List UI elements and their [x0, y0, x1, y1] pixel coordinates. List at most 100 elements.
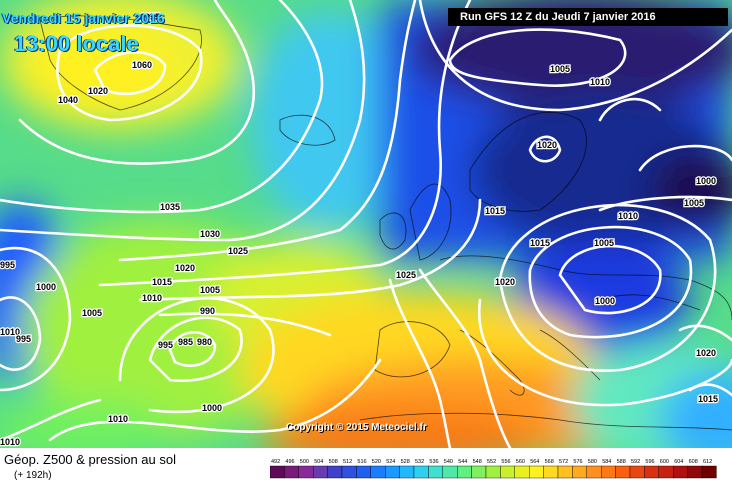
scale-tick-label: 600 — [660, 459, 669, 465]
scale-swatch — [327, 465, 343, 479]
isobar-label: 1005 — [594, 238, 614, 248]
scale-swatch — [270, 465, 285, 479]
scale-swatch — [529, 465, 544, 479]
isobar-label: 985 — [178, 337, 193, 347]
scale-swatch — [644, 465, 659, 479]
isobar-label: 1005 — [550, 64, 570, 74]
scale-swatch — [341, 465, 357, 479]
isobar-label: 1000 — [595, 296, 615, 306]
scale-swatch — [514, 465, 530, 479]
scale-swatch — [701, 465, 717, 479]
scale-tick-label: 532 — [415, 459, 424, 465]
scale-tick-label: 504 — [314, 459, 323, 465]
isobar-label: 995 — [16, 334, 31, 344]
scale-swatch — [673, 465, 688, 479]
isobar-label: 1010 — [0, 327, 20, 337]
scale-swatch — [456, 465, 472, 479]
scale-tick-label: 536 — [429, 459, 438, 465]
copyright: Copyright © 2015 Meteociel.fr — [286, 422, 427, 433]
isobar-label: 1010 — [108, 414, 128, 424]
isobar-label: 1015 — [698, 394, 718, 404]
scale-tick-label: 612 — [703, 459, 712, 465]
isobar-label: 1010 — [590, 77, 610, 87]
isobar-label: 990 — [200, 306, 215, 316]
isobar-label: 1020 — [175, 263, 195, 273]
isobar-labels: 1055 1060 1040 1020 1035 1030 1025 1020 … — [0, 11, 719, 448]
isobar-label: 1020 — [88, 86, 108, 96]
scale-swatch — [399, 465, 415, 479]
scale-swatch — [356, 465, 372, 479]
scale-tick-label: 492 — [271, 459, 280, 465]
scale-swatch — [615, 465, 631, 479]
scale-tick-label: 560 — [516, 459, 525, 465]
color-scale: 492 496 500 504 508 512 516 520 524 528 532 536 540 5… — [270, 459, 717, 479]
scale-tick-label: 604 — [674, 459, 683, 465]
scale-tick-label: 552 — [487, 459, 496, 465]
scale-tick-label: 548 — [473, 459, 482, 465]
scale-tick-label: 496 — [285, 459, 294, 465]
scale-tick-label: 568 — [545, 459, 554, 465]
isobar-label: 1025 — [228, 246, 248, 256]
scale-tick-label: 528 — [401, 459, 410, 465]
isobar-label: 1010 — [618, 211, 638, 221]
scale-swatch — [471, 465, 487, 479]
isobar-label: 1020 — [696, 348, 716, 358]
scale-swatch — [500, 465, 515, 479]
scale-tick-label: 512 — [343, 459, 352, 465]
scale-tick-label: 572 — [559, 459, 568, 465]
isobar-label: 1000 — [202, 403, 222, 413]
isobar-label: 1010 — [0, 437, 20, 447]
isobar-lines — [0, 0, 732, 448]
scale-swatch — [442, 465, 458, 479]
isobar-label: 1030 — [200, 229, 220, 239]
isobar-label: 1040 — [58, 95, 78, 105]
scale-tick-label: 556 — [501, 459, 510, 465]
model-run-label: Run GFS 12 Z du Jeudi 7 janvier 2016 — [448, 8, 728, 26]
scale-tick-label: 580 — [588, 459, 597, 465]
scale-tick-label: 500 — [300, 459, 309, 465]
isobar-label: 980 — [197, 337, 212, 347]
scale-swatch — [384, 465, 400, 479]
scale-swatch — [557, 465, 573, 479]
isobar-label: 1020 — [537, 140, 557, 150]
isobar-label: 1000 — [696, 176, 716, 186]
isobar-label: 1060 — [132, 60, 152, 70]
isobar-label: 1015 — [152, 277, 172, 287]
scale-swatch — [428, 465, 443, 479]
isobar-label: 1055 — [140, 12, 160, 22]
scale-tick-label: 576 — [573, 459, 582, 465]
weather-map: 1055 1060 1040 1020 1035 1030 1025 1020 … — [0, 0, 732, 448]
isobar-label: 995 — [158, 340, 173, 350]
scale-swatch — [485, 465, 501, 479]
scale-swatch — [313, 465, 328, 479]
scale-tick-label: 508 — [329, 459, 338, 465]
legend-bar: Géop. Z500 & pression au sol (+ 192h) 49… — [0, 448, 732, 488]
isobar-label: 1000 — [36, 282, 56, 292]
scale-tick-label: 516 — [357, 459, 366, 465]
isobar-label: 1020 — [495, 277, 515, 287]
scale-tick-label: 592 — [631, 459, 640, 465]
scale-swatch — [370, 465, 386, 479]
scale-swatch — [586, 465, 602, 479]
legend-title: Géop. Z500 & pression au sol — [4, 452, 176, 467]
isobar-label: 1025 — [396, 270, 416, 280]
isobar-label: 1010 — [142, 293, 162, 303]
scale-tick-label: 524 — [386, 459, 395, 465]
scale-tick-label: 596 — [645, 459, 654, 465]
scale-tick-label: 540 — [444, 459, 453, 465]
isobar-label: 1015 — [485, 206, 505, 216]
scale-swatch — [543, 465, 559, 479]
scale-swatch — [601, 465, 616, 479]
scale-tick-label: 520 — [372, 459, 381, 465]
isobar-label: 1015 — [530, 238, 550, 248]
scale-tick-label: 584 — [602, 459, 611, 465]
scale-swatch — [629, 465, 645, 479]
isobar-label: 1035 — [160, 202, 180, 212]
forecast-time: 13:00 locale — [14, 31, 139, 56]
scale-swatch — [284, 465, 299, 479]
scale-tick-label: 544 — [458, 459, 467, 465]
scale-swatch — [658, 465, 674, 479]
scale-tick-label: 608 — [689, 459, 698, 465]
legend-subtitle: (+ 192h) — [14, 470, 52, 481]
isobar-label: 1005 — [200, 285, 220, 295]
